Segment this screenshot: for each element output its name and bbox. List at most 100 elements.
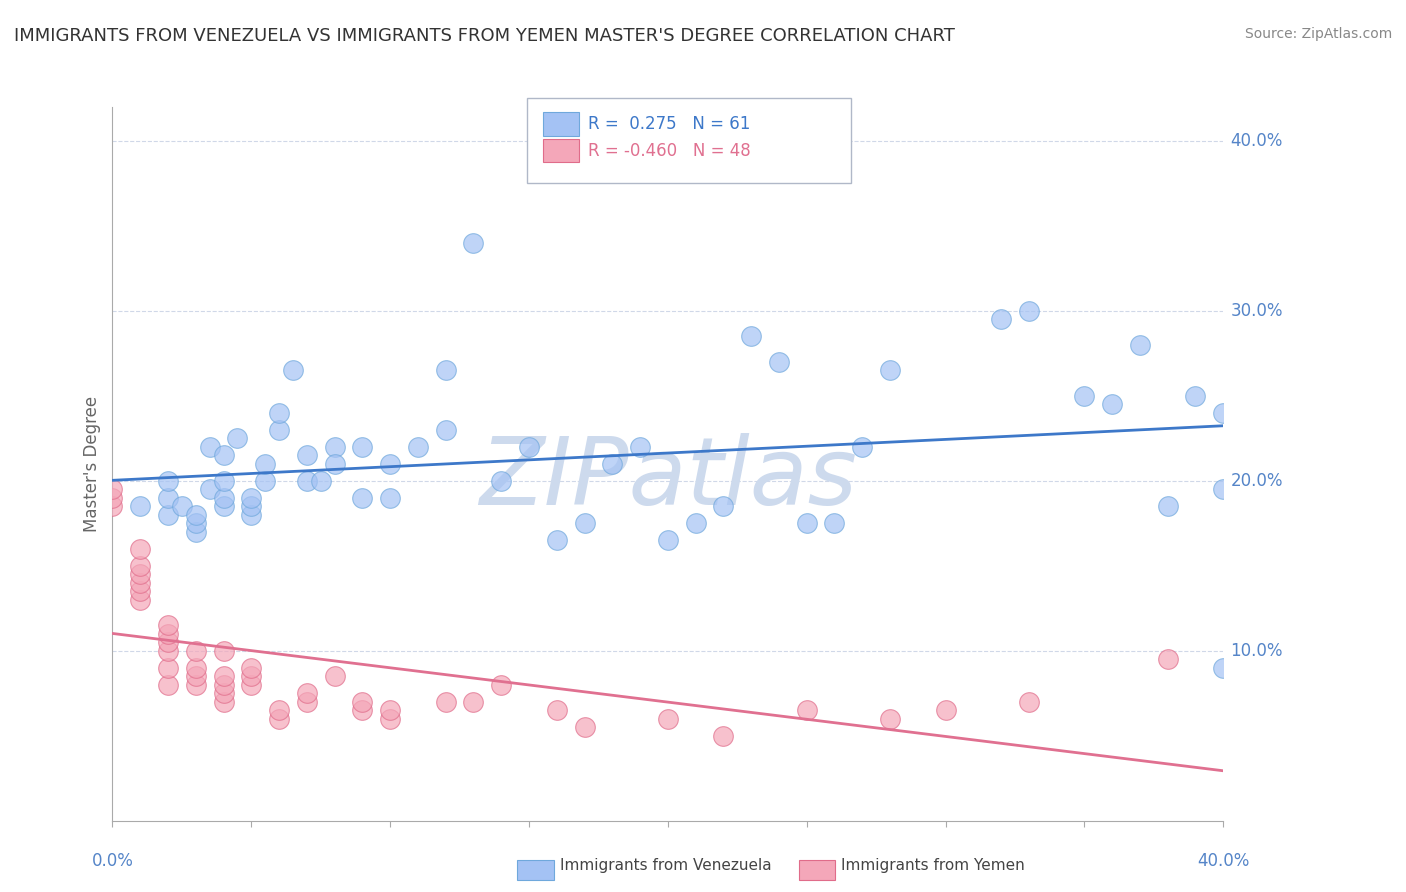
Point	[352, 703, 374, 717]
Point	[157, 491, 180, 505]
Point	[657, 712, 679, 726]
Point	[281, 363, 304, 377]
Point	[240, 491, 263, 505]
Point	[157, 635, 180, 649]
Point	[1101, 397, 1123, 411]
Point	[851, 440, 873, 454]
Y-axis label: Master's Degree: Master's Degree	[83, 396, 101, 532]
Point	[546, 533, 568, 548]
Point	[517, 440, 540, 454]
Point	[491, 474, 513, 488]
Text: 40.0%: 40.0%	[1197, 852, 1250, 870]
Point	[212, 500, 235, 514]
Point	[212, 678, 235, 692]
Point	[267, 406, 291, 420]
Point	[380, 703, 402, 717]
Point	[323, 669, 346, 683]
Point	[254, 474, 277, 488]
Point	[990, 312, 1012, 326]
Point	[491, 678, 513, 692]
Point	[101, 483, 124, 497]
Text: 20.0%: 20.0%	[1230, 472, 1282, 490]
Point	[157, 644, 180, 658]
Point	[1212, 406, 1234, 420]
Point	[1212, 661, 1234, 675]
Point	[157, 661, 180, 675]
Point	[240, 678, 263, 692]
Point	[934, 703, 956, 717]
Point	[380, 712, 402, 726]
Text: R =  0.275   N = 61: R = 0.275 N = 61	[588, 115, 749, 133]
Point	[295, 686, 318, 700]
Point	[352, 440, 374, 454]
Point	[434, 695, 457, 709]
Point	[380, 457, 402, 471]
Point	[352, 695, 374, 709]
Point	[1129, 338, 1152, 352]
Point	[184, 669, 207, 683]
Point	[879, 712, 901, 726]
Point	[212, 448, 235, 462]
Point	[101, 491, 124, 505]
Point	[768, 355, 790, 369]
Text: 30.0%: 30.0%	[1230, 301, 1282, 320]
Point	[323, 440, 346, 454]
Point	[267, 712, 291, 726]
Point	[574, 720, 596, 734]
Text: R = -0.460   N = 48: R = -0.460 N = 48	[588, 142, 751, 160]
Point	[406, 440, 429, 454]
Point	[157, 474, 180, 488]
Point	[602, 457, 624, 471]
Text: Source: ZipAtlas.com: Source: ZipAtlas.com	[1244, 27, 1392, 41]
Point	[1018, 304, 1040, 318]
Point	[170, 500, 193, 514]
Point	[434, 363, 457, 377]
Text: 0.0%: 0.0%	[91, 852, 134, 870]
Point	[212, 474, 235, 488]
Point	[323, 457, 346, 471]
Point	[212, 695, 235, 709]
Point	[129, 584, 152, 599]
Point	[380, 491, 402, 505]
Point	[1073, 389, 1095, 403]
Point	[101, 500, 124, 514]
Text: Immigrants from Yemen: Immigrants from Yemen	[841, 858, 1025, 872]
Point	[628, 440, 651, 454]
Point	[184, 516, 207, 531]
Point	[546, 703, 568, 717]
Point	[198, 483, 221, 497]
Point	[240, 669, 263, 683]
Point	[212, 644, 235, 658]
Point	[796, 516, 818, 531]
Point	[240, 661, 263, 675]
Text: 40.0%: 40.0%	[1230, 132, 1282, 150]
Point	[184, 508, 207, 522]
Point	[212, 686, 235, 700]
Point	[796, 703, 818, 717]
Point	[157, 618, 180, 632]
Point	[184, 661, 207, 675]
Point	[129, 575, 152, 590]
Point	[824, 516, 846, 531]
Point	[267, 423, 291, 437]
Point	[157, 508, 180, 522]
Point	[129, 558, 152, 573]
Point	[157, 678, 180, 692]
Point	[1212, 483, 1234, 497]
Point	[713, 729, 735, 743]
Point	[226, 431, 249, 445]
Point	[434, 423, 457, 437]
Point	[240, 500, 263, 514]
Point	[198, 440, 221, 454]
Point	[184, 678, 207, 692]
Point	[1156, 500, 1178, 514]
Point	[295, 448, 318, 462]
Point	[184, 644, 207, 658]
Point	[129, 500, 152, 514]
Point	[295, 474, 318, 488]
Point	[129, 592, 152, 607]
Point	[309, 474, 332, 488]
Point	[463, 235, 485, 250]
Point	[254, 457, 277, 471]
Point	[184, 524, 207, 539]
